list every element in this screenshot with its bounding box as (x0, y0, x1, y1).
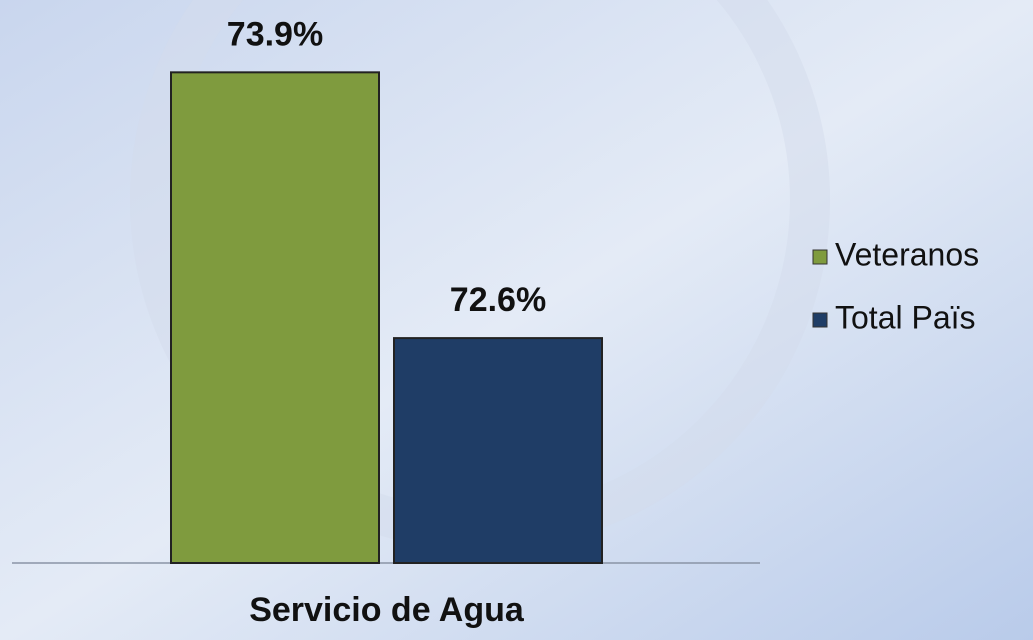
bar (393, 337, 603, 564)
legend-label: Total Païs (835, 299, 976, 335)
legend-label: Veteranos (835, 236, 979, 272)
legend-swatch (812, 249, 828, 265)
legend-swatch (812, 312, 828, 328)
value-label: 72.6% (450, 281, 546, 319)
bar (170, 71, 380, 564)
x-tick-label: Servicio de Agua (249, 591, 525, 629)
value-label: 73.9% (227, 15, 323, 53)
